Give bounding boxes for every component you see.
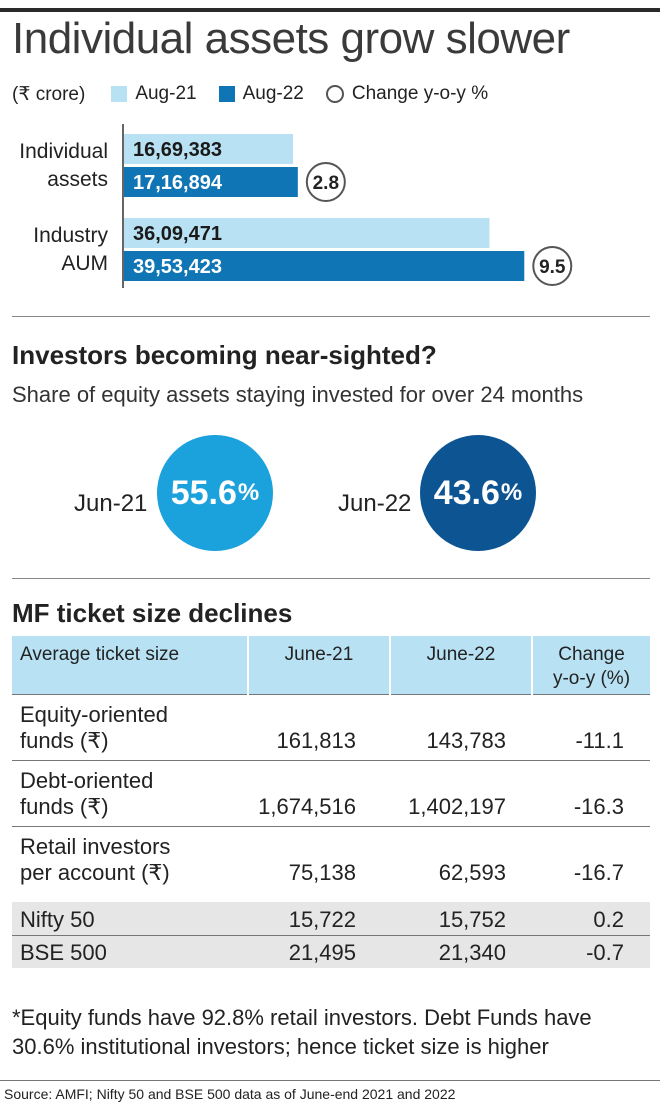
table-row: Debt-oriented funds (₹) 1,674,516 1,402,… xyxy=(12,759,650,826)
section2-subtitle: Share of equity assets staying invested … xyxy=(12,382,584,407)
bar-aug-21 xyxy=(124,134,294,164)
col-header-jun22: June-22 xyxy=(390,636,533,694)
chart-title: Individual assets grow slower xyxy=(12,14,570,63)
period-label-jun22: Jun-22 xyxy=(338,490,412,517)
section-divider-2 xyxy=(12,578,650,579)
row-label: Debt-oriented funds (₹) xyxy=(12,759,248,826)
row-label-line1: Debt-oriented xyxy=(20,767,154,793)
footnote: *Equity funds have 92.8% retail investor… xyxy=(12,1005,592,1059)
cell-jun21: 15,722 xyxy=(248,902,390,935)
index-label: Nifty 50 xyxy=(12,902,248,935)
section-divider-1 xyxy=(12,316,650,317)
table-row: Equity-oriented funds (₹) 161,813 143,78… xyxy=(12,693,650,760)
cell-change: 0.2 xyxy=(532,902,650,935)
legend-swatch-aug22 xyxy=(218,86,235,102)
row-label: Equity-oriented funds (₹) xyxy=(12,693,248,760)
change-ring xyxy=(532,246,573,286)
legend-ring-icon xyxy=(325,85,344,103)
row-label-line2: funds (₹) xyxy=(20,727,109,753)
row-label-line1: Retail investors xyxy=(20,834,171,859)
row-label: Retail investors per account (₹) xyxy=(12,825,248,892)
source-note: Source: AMFI; Nifty 50 and BSE 500 data … xyxy=(4,1086,456,1102)
bubble-value-jun22: 43.6 xyxy=(433,473,500,512)
cell-jun21: 161,813 xyxy=(248,693,390,760)
category-label: assets xyxy=(47,168,108,191)
bar-chart: Individual assets 16,69,383 17,16,894 2.8 Ind… xyxy=(19,124,573,288)
source-rule xyxy=(0,1080,660,1081)
cell-jun22: 62,593 xyxy=(390,825,532,892)
table-spacer xyxy=(12,892,650,902)
col-header-jun21: June-21 xyxy=(248,636,391,694)
bubble-jun21: 55.6% xyxy=(157,435,273,551)
cell-change: -16.3 xyxy=(532,759,650,826)
col-header-change: Change y-o-y (%) xyxy=(532,636,650,694)
bubble-pct-jun22: % xyxy=(500,479,523,506)
category-label: Industry xyxy=(33,224,108,247)
bar-value-label: 36,09,471 xyxy=(133,223,222,245)
legend-label-aug22: Aug-22 xyxy=(242,83,304,104)
bar-value-label: 16,69,383 xyxy=(133,139,222,161)
cell-jun22: 143,783 xyxy=(390,693,532,760)
row-label-line2: per account (₹) xyxy=(20,860,170,885)
category-label: AUM xyxy=(61,252,108,275)
legend-item-change: Change y-o-y % xyxy=(325,83,489,105)
legend-swatch-aug21 xyxy=(111,86,128,102)
legend-item-aug22: Aug-22 xyxy=(218,83,304,105)
category-label: Individual xyxy=(19,140,108,163)
table-header-row: Average ticket size June-21 June-22 Chan… xyxy=(12,636,650,694)
bar-value-label: 39,53,423 xyxy=(133,256,222,278)
section2-title: Investors becoming near-sighted? xyxy=(12,340,437,370)
col-header-change-line1: Change xyxy=(558,644,625,665)
cell-jun22: 15,752 xyxy=(390,902,532,935)
bar-aug-21 xyxy=(124,218,490,248)
cell-jun22: 21,340 xyxy=(390,934,532,968)
change-ring xyxy=(305,162,346,202)
top-rule xyxy=(0,8,660,12)
legend-label-change: Change y-o-y % xyxy=(351,83,489,104)
bar-value-label: 17,16,894 xyxy=(133,172,223,194)
row-label-line1: Equity-oriented xyxy=(20,701,168,727)
cell-jun21: 21,495 xyxy=(248,934,390,968)
cell-change: -0.7 xyxy=(532,934,650,968)
index-label: BSE 500 xyxy=(12,934,248,968)
bar-aug-22 xyxy=(124,167,298,197)
index-row: Nifty 50 15,722 15,752 0.2 xyxy=(12,902,650,935)
table-row: Retail investors per account (₹) 75,138 … xyxy=(12,825,650,892)
cell-change: -16.7 xyxy=(532,825,650,892)
cell-jun22: 1,402,197 xyxy=(390,759,532,826)
cell-jun21: 1,674,516 xyxy=(248,759,390,826)
row-label-line2: funds (₹) xyxy=(20,793,109,819)
legend-unit: (₹ crore) xyxy=(12,83,86,105)
cell-jun21: 75,138 xyxy=(248,825,390,892)
period-label-jun21: Jun-21 xyxy=(74,490,148,517)
cell-change: -11.1 xyxy=(532,693,650,760)
bubble-jun22: 43.6% xyxy=(420,435,536,551)
section3-title: MF ticket size declines xyxy=(12,598,293,628)
bubble-pct-jun21: % xyxy=(237,479,260,506)
legend-label-aug21: Aug-21 xyxy=(135,83,197,104)
legend: (₹ crore) Aug-21 Aug-22 Change y-o-y % xyxy=(12,80,510,108)
ticket-size-table: Average ticket size June-21 June-22 Chan… xyxy=(12,636,650,968)
bar-aug-22 xyxy=(124,251,525,281)
col-header-ticket-size: Average ticket size xyxy=(12,636,249,694)
index-row: BSE 500 21,495 21,340 -0.7 xyxy=(12,934,650,968)
bubble-value-jun21: 55.6 xyxy=(170,473,237,512)
col-header-change-line2: y-o-y (%) xyxy=(552,668,631,689)
legend-item-aug21: Aug-21 xyxy=(111,83,197,105)
change-value-label: 2.8 xyxy=(313,173,339,194)
change-value-label: 9.5 xyxy=(539,257,566,278)
